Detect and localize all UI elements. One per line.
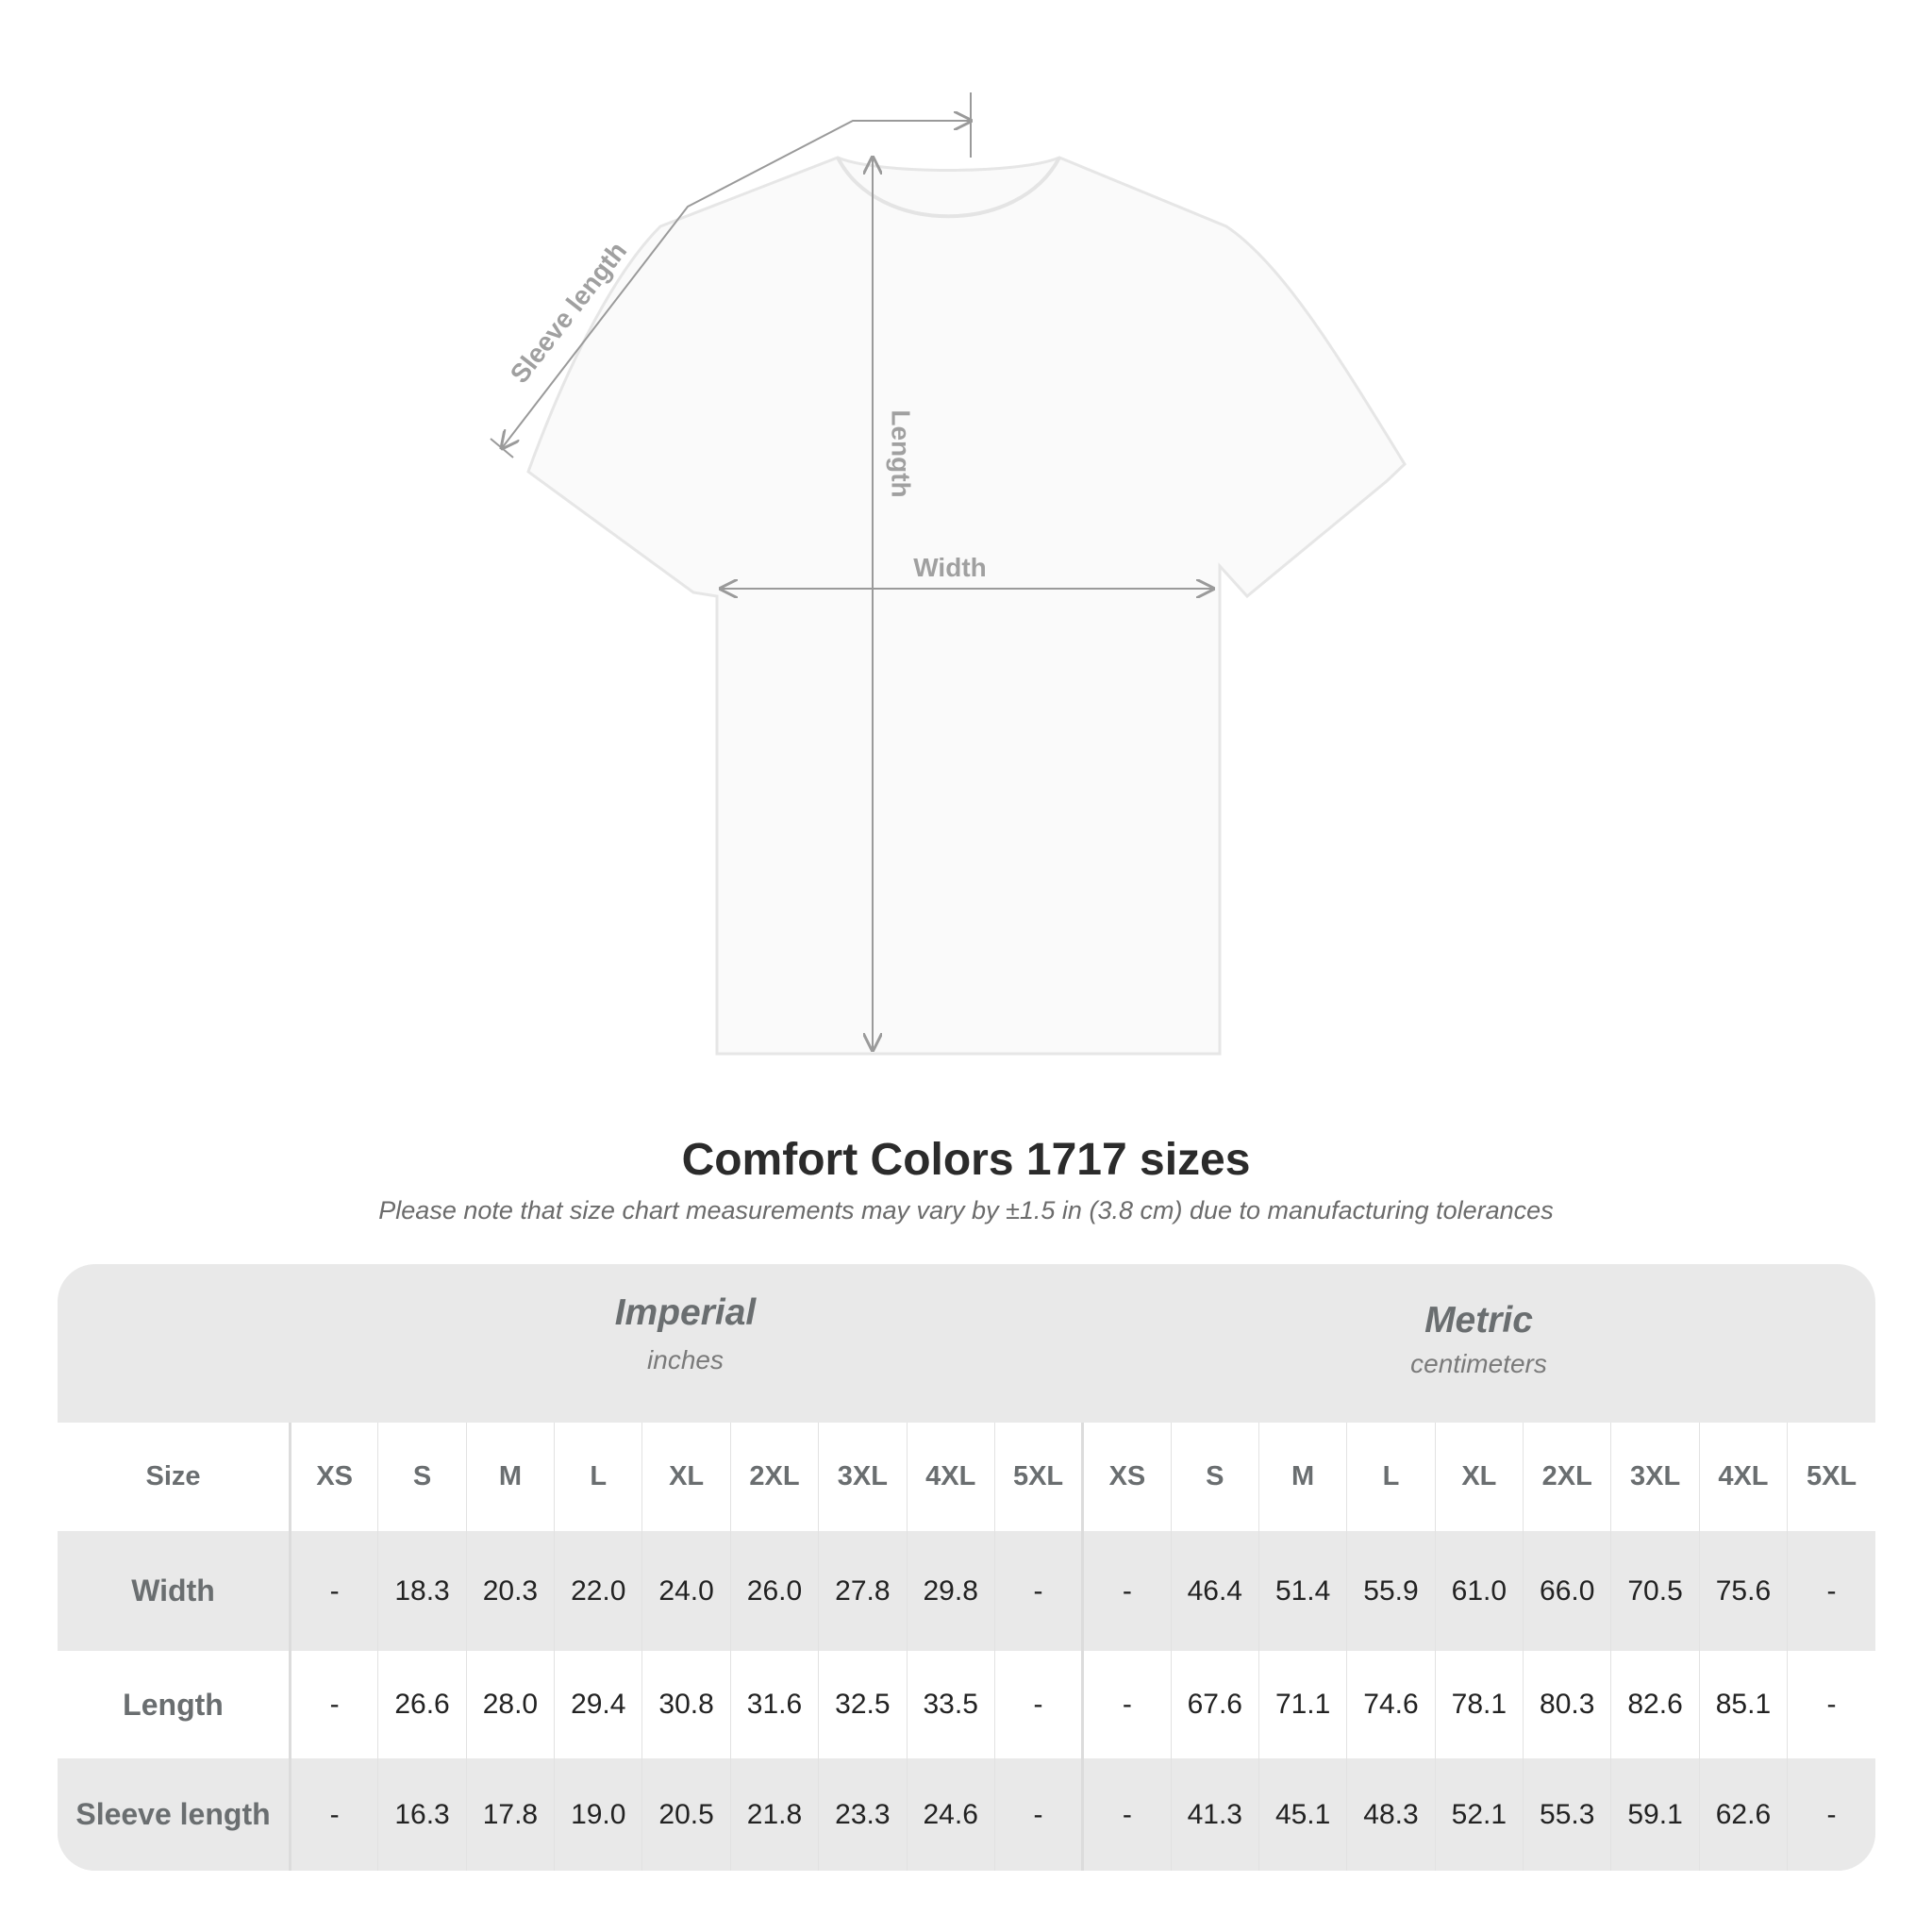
metric-value: 59.1: [1610, 1758, 1700, 1871]
size-table: Imperial inches Metric centimeters Size X…: [58, 1264, 1875, 1871]
imperial-size-header: S: [377, 1423, 467, 1531]
metric-value: -: [1787, 1651, 1875, 1758]
table-row: Sleeve length -16.3 17.8 19.0 20.5 21.8 23.3 24…: [58, 1758, 1875, 1871]
metric-header: Metric centimeters: [1082, 1300, 1875, 1379]
metric-size-header: 3XL: [1610, 1423, 1700, 1531]
metric-value: 82.6: [1610, 1651, 1700, 1758]
imperial-value: 30.8: [641, 1651, 731, 1758]
imperial-unit: inches: [647, 1345, 724, 1374]
chart-title: Comfort Colors 1717 sizes: [681, 1135, 1251, 1185]
metric-value: -: [1081, 1651, 1172, 1758]
imperial-value: 26.0: [729, 1531, 819, 1651]
imperial-size-header: 5XL: [993, 1423, 1083, 1531]
metric-size-header: L: [1346, 1423, 1436, 1531]
imperial-value: 20.3: [465, 1531, 555, 1651]
imperial-value: 33.5: [906, 1651, 995, 1758]
imperial-size-header: 2XL: [729, 1423, 819, 1531]
metric-value: -: [1081, 1758, 1172, 1871]
imperial-header: Imperial inches: [289, 1292, 1082, 1375]
sleeve-measure-line: [502, 121, 971, 448]
metric-size-header: S: [1170, 1423, 1259, 1531]
metric-value: 45.1: [1257, 1758, 1347, 1871]
metric-value: 75.6: [1698, 1531, 1788, 1651]
imperial-size-header: L: [554, 1423, 642, 1531]
imperial-value: 16.3: [377, 1758, 467, 1871]
metric-value: 52.1: [1434, 1758, 1524, 1871]
metric-value: 55.9: [1346, 1531, 1436, 1651]
imperial-size-header: XS: [289, 1423, 378, 1531]
imperial-value: 24.0: [641, 1531, 731, 1651]
imperial-value: 32.5: [818, 1651, 908, 1758]
imperial-label: Imperial: [614, 1292, 757, 1333]
metric-value: 78.1: [1434, 1651, 1524, 1758]
imperial-value: 18.3: [377, 1531, 467, 1651]
imperial-value: 29.4: [554, 1651, 642, 1758]
metric-value: -: [1081, 1531, 1172, 1651]
imperial-value: 26.6: [377, 1651, 467, 1758]
table-row: Width -18.3 20.3 22.0 24.0 26.0 27.8 29.8- -46.4…: [58, 1531, 1875, 1651]
metric-value: 67.6: [1170, 1651, 1259, 1758]
metric-value: 41.3: [1170, 1758, 1259, 1871]
imperial-value: -: [289, 1758, 378, 1871]
metric-value: 51.4: [1257, 1531, 1347, 1651]
row-label: Length: [58, 1651, 291, 1758]
imperial-value: -: [993, 1758, 1083, 1871]
metric-size-header: 5XL: [1787, 1423, 1875, 1531]
metric-value: 80.3: [1523, 1651, 1611, 1758]
tshirt-shape: [526, 156, 1407, 1056]
metric-value: 55.3: [1523, 1758, 1611, 1871]
metric-value: 74.6: [1346, 1651, 1436, 1758]
length-label: Length: [887, 409, 916, 497]
metric-size-header: M: [1257, 1423, 1347, 1531]
imperial-value: 21.8: [729, 1758, 819, 1871]
imperial-value: -: [993, 1531, 1083, 1651]
imperial-size-header: XL: [641, 1423, 731, 1531]
tshirt-diagram: Sleeve length Length Width: [490, 92, 1407, 1056]
metric-value: 71.1: [1257, 1651, 1347, 1758]
imperial-size-header: M: [465, 1423, 555, 1531]
metric-size-header: 2XL: [1523, 1423, 1611, 1531]
imperial-value: 24.6: [906, 1758, 995, 1871]
row-label: Width: [58, 1531, 291, 1651]
metric-value: 70.5: [1610, 1531, 1700, 1651]
imperial-value: 23.3: [818, 1758, 908, 1871]
metric-value: 62.6: [1698, 1758, 1788, 1871]
imperial-value: 28.0: [465, 1651, 555, 1758]
imperial-size-header: 4XL: [906, 1423, 995, 1531]
imperial-size-header: 3XL: [818, 1423, 908, 1531]
tolerance-note: Please note that size chart measurements…: [378, 1196, 1554, 1224]
imperial-value: -: [289, 1651, 378, 1758]
imperial-value: -: [289, 1531, 378, 1651]
metric-size-header: 4XL: [1698, 1423, 1788, 1531]
size-grid: Size XS S M L XL 2XL 3XL 4XL 5XL XS S M L XL 2XL 3XL 4XL 5…: [58, 1423, 1875, 1871]
metric-label: Metric: [1424, 1300, 1533, 1341]
metric-value: 61.0: [1434, 1531, 1524, 1651]
size-header-row: Size XS S M L XL 2XL 3XL 4XL 5XL XS S M L XL 2XL 3XL 4XL 5…: [58, 1423, 1875, 1531]
imperial-value: 22.0: [554, 1531, 642, 1651]
imperial-value: 19.0: [554, 1758, 642, 1871]
size-label: Size: [58, 1423, 291, 1531]
imperial-value: 17.8: [465, 1758, 555, 1871]
imperial-value: 29.8: [906, 1531, 995, 1651]
imperial-value: 20.5: [641, 1758, 731, 1871]
imperial-value: 31.6: [729, 1651, 819, 1758]
metric-size-header: XS: [1081, 1423, 1172, 1531]
table-row: Length -26.6 28.0 29.4 30.8 31.6 32.5 33.5- -67.…: [58, 1651, 1875, 1758]
imperial-value: 27.8: [818, 1531, 908, 1651]
metric-unit: centimeters: [1410, 1349, 1547, 1378]
metric-value: 66.0: [1523, 1531, 1611, 1651]
width-label: Width: [913, 553, 987, 582]
metric-value: 46.4: [1170, 1531, 1259, 1651]
row-label: Sleeve length: [58, 1758, 291, 1871]
imperial-value: -: [993, 1651, 1083, 1758]
metric-value: -: [1787, 1758, 1875, 1871]
metric-value: 48.3: [1346, 1758, 1436, 1871]
metric-size-header: XL: [1434, 1423, 1524, 1531]
metric-value: -: [1787, 1531, 1875, 1651]
metric-value: 85.1: [1698, 1651, 1788, 1758]
